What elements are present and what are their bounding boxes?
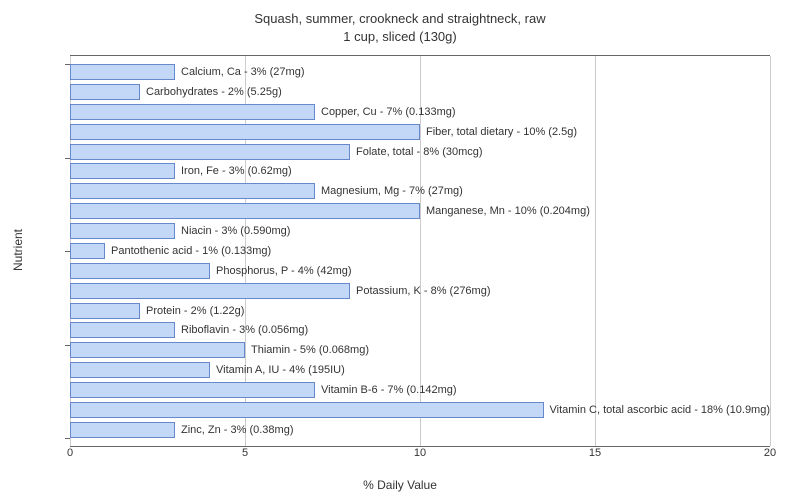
bar (70, 422, 175, 438)
y-axis-label: Nutrient (11, 229, 25, 271)
bar-row: Manganese, Mn - 10% (0.204mg) (70, 203, 770, 219)
bar (70, 283, 350, 299)
bar-row: Fiber, total dietary - 10% (2.5g) (70, 124, 770, 140)
x-tick-label: 10 (414, 447, 426, 459)
title-line-1: Squash, summer, crookneck and straightne… (0, 10, 800, 28)
bar-label: Potassium, K - 8% (276mg) (350, 285, 491, 297)
bar (70, 402, 544, 418)
bar-row: Phosphorus, P - 4% (42mg) (70, 263, 770, 279)
bar-label: Zinc, Zn - 3% (0.38mg) (175, 424, 293, 436)
x-ticks: 05101520 (70, 447, 770, 467)
bar-row: Zinc, Zn - 3% (0.38mg) (70, 422, 770, 438)
x-tick-label: 20 (764, 447, 776, 459)
bar-row: Niacin - 3% (0.590mg) (70, 223, 770, 239)
bar (70, 144, 350, 160)
bar-row: Copper, Cu - 7% (0.133mg) (70, 104, 770, 120)
bar-label: Iron, Fe - 3% (0.62mg) (175, 165, 292, 177)
bar (70, 243, 105, 259)
bar-label: Manganese, Mn - 10% (0.204mg) (420, 205, 590, 217)
bar (70, 303, 140, 319)
chart-container: Squash, summer, crookneck and straightne… (0, 0, 800, 500)
bar-row: Vitamin B-6 - 7% (0.142mg) (70, 382, 770, 398)
bar-row: Vitamin C, total ascorbic acid - 18% (10… (70, 402, 770, 418)
bar-label: Vitamin A, IU - 4% (195IU) (210, 364, 345, 376)
bar-label: Thiamin - 5% (0.068mg) (245, 344, 369, 356)
bar (70, 84, 140, 100)
bar (70, 124, 420, 140)
bar (70, 183, 315, 199)
bar-label: Magnesium, Mg - 7% (27mg) (315, 185, 463, 197)
bar-label: Folate, total - 8% (30mcg) (350, 146, 483, 158)
bar (70, 322, 175, 338)
x-tick-label: 0 (67, 447, 73, 459)
x-tick-label: 15 (589, 447, 601, 459)
plot-area: Calcium, Ca - 3% (27mg) Carbohydrates - 2… (70, 55, 770, 447)
bar (70, 263, 210, 279)
x-axis-label: % Daily Value (363, 478, 437, 492)
chart-title: Squash, summer, crookneck and straightne… (0, 0, 800, 45)
bar (70, 342, 245, 358)
bar (70, 104, 315, 120)
title-line-2: 1 cup, sliced (130g) (0, 28, 800, 46)
bar-row: Thiamin - 5% (0.068mg) (70, 342, 770, 358)
bar-label: Protein - 2% (1.22g) (140, 305, 244, 317)
bar-label: Vitamin B-6 - 7% (0.142mg) (315, 384, 457, 396)
bar-label: Carbohydrates - 2% (5.25g) (140, 86, 282, 98)
gridline (770, 56, 771, 446)
bar-row: Magnesium, Mg - 7% (27mg) (70, 183, 770, 199)
bar-row: Pantothenic acid - 1% (0.133mg) (70, 243, 770, 259)
bar-row: Folate, total - 8% (30mcg) (70, 144, 770, 160)
bars-group: Calcium, Ca - 3% (27mg) Carbohydrates - 2… (70, 64, 770, 438)
bar-label: Fiber, total dietary - 10% (2.5g) (420, 126, 577, 138)
bar-label: Copper, Cu - 7% (0.133mg) (315, 106, 456, 118)
bar (70, 362, 210, 378)
bar-row: Vitamin A, IU - 4% (195IU) (70, 362, 770, 378)
bar (70, 64, 175, 80)
bar (70, 203, 420, 219)
bar-label: Niacin - 3% (0.590mg) (175, 225, 290, 237)
bar-label: Riboflavin - 3% (0.056mg) (175, 324, 308, 336)
bar (70, 163, 175, 179)
bar-row: Protein - 2% (1.22g) (70, 303, 770, 319)
bar-label: Pantothenic acid - 1% (0.133mg) (105, 245, 271, 257)
bar-row: Iron, Fe - 3% (0.62mg) (70, 163, 770, 179)
bar-row: Calcium, Ca - 3% (27mg) (70, 64, 770, 80)
bar-row: Riboflavin - 3% (0.056mg) (70, 322, 770, 338)
bar (70, 223, 175, 239)
bar-label: Calcium, Ca - 3% (27mg) (175, 66, 304, 78)
bar-label: Phosphorus, P - 4% (42mg) (210, 265, 352, 277)
bar-row: Carbohydrates - 2% (5.25g) (70, 84, 770, 100)
y-tick-dash (65, 438, 70, 439)
x-tick-label: 5 (242, 447, 248, 459)
bar (70, 382, 315, 398)
bar-label: Vitamin C, total ascorbic acid - 18% (10… (544, 404, 771, 416)
bar-row: Potassium, K - 8% (276mg) (70, 283, 770, 299)
